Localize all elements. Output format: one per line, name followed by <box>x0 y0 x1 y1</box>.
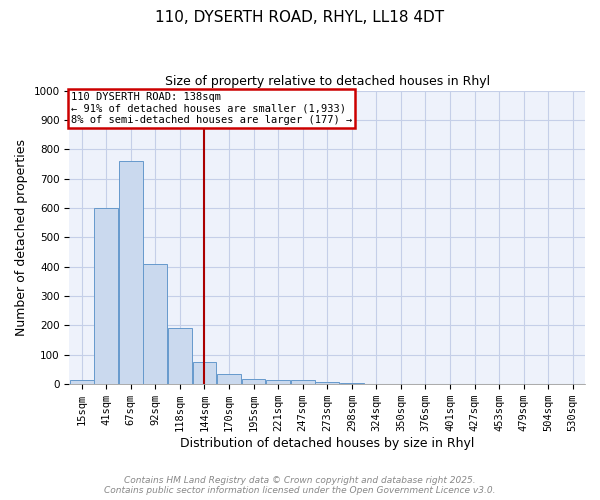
Bar <box>168 328 192 384</box>
Bar <box>119 161 143 384</box>
Text: Contains HM Land Registry data © Crown copyright and database right 2025.
Contai: Contains HM Land Registry data © Crown c… <box>104 476 496 495</box>
Bar <box>217 374 241 384</box>
Text: 110 DYSERTH ROAD: 138sqm
← 91% of detached houses are smaller (1,933)
8% of semi: 110 DYSERTH ROAD: 138sqm ← 91% of detach… <box>71 92 352 125</box>
X-axis label: Distribution of detached houses by size in Rhyl: Distribution of detached houses by size … <box>180 437 475 450</box>
Bar <box>143 264 167 384</box>
Bar <box>266 380 290 384</box>
Bar <box>94 208 118 384</box>
Bar <box>340 383 364 384</box>
Y-axis label: Number of detached properties: Number of detached properties <box>15 139 28 336</box>
Bar <box>193 362 217 384</box>
Text: 110, DYSERTH ROAD, RHYL, LL18 4DT: 110, DYSERTH ROAD, RHYL, LL18 4DT <box>155 10 445 25</box>
Bar <box>242 379 265 384</box>
Bar <box>291 380 314 384</box>
Title: Size of property relative to detached houses in Rhyl: Size of property relative to detached ho… <box>164 75 490 88</box>
Bar <box>315 382 339 384</box>
Bar <box>70 380 94 384</box>
